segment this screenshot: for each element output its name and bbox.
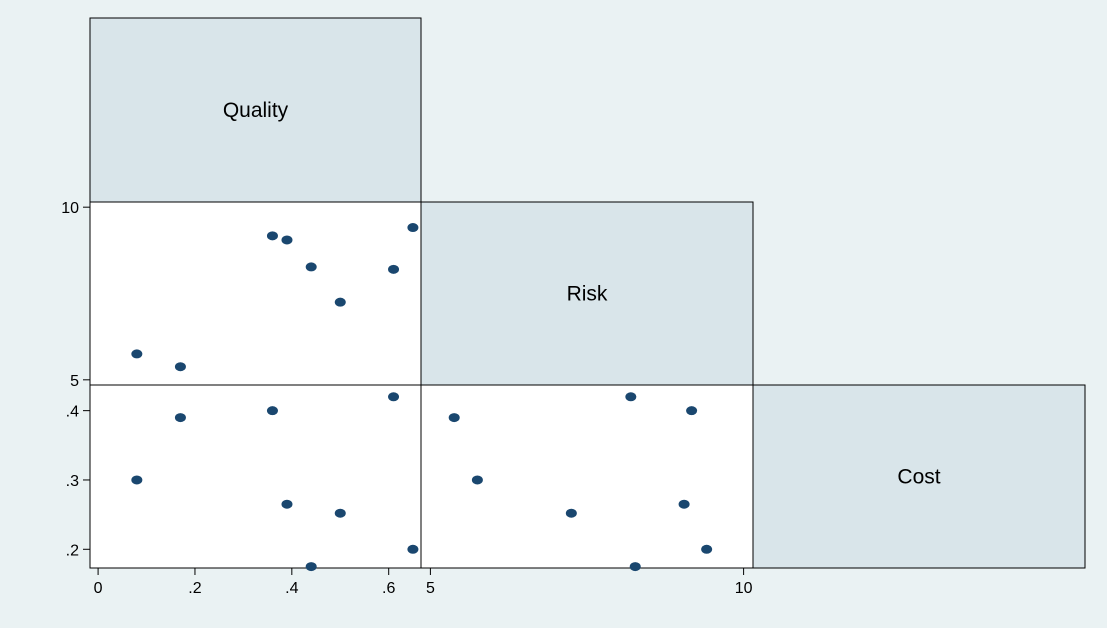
ytick-label-risk-0: 5 [70,373,79,390]
point-cost-vs-risk-1 [448,413,460,423]
point-cost-vs-quality-0 [131,475,143,485]
xtick-label-quality-3: .6 [382,580,395,597]
variable-label-cost: Cost [897,466,940,489]
point-risk-vs-quality-0 [131,349,143,359]
point-cost-vs-quality-1 [174,413,186,423]
point-cost-vs-risk-6 [625,392,637,402]
point-cost-vs-risk-2 [686,406,698,416]
point-risk-vs-quality-5 [334,297,346,307]
point-cost-vs-risk-4 [629,562,641,572]
point-cost-vs-quality-4 [305,562,317,572]
point-cost-vs-quality-2 [266,406,278,416]
xtick-label-quality-2: .4 [285,580,298,597]
point-risk-vs-quality-2 [266,231,278,241]
data-points [131,223,713,572]
ytick-label-cost-1: .3 [66,473,79,490]
point-cost-vs-risk-7 [701,544,713,554]
point-risk-vs-quality-3 [281,235,293,245]
xtick-label-quality-0: 0 [94,580,103,597]
diagonal-cell-cost [752,384,1086,569]
point-risk-vs-quality-7 [407,223,419,233]
point-risk-vs-quality-1 [174,362,186,372]
matrix-cells: Quality Risk Cost [89,17,1086,569]
point-cost-vs-quality-6 [388,392,400,402]
axis-ticks: 5 10 .2 .3 .4 0 .2 .4 .6 5 10 [61,200,752,597]
variable-label-risk: Risk [567,283,608,306]
point-cost-vs-risk-0 [471,475,483,485]
ytick-label-risk-1: 10 [61,200,79,217]
xtick-label-risk-1: 10 [735,580,753,597]
xtick-label-quality-1: .2 [188,580,201,597]
point-cost-vs-quality-7 [407,544,419,554]
point-cost-vs-quality-3 [281,499,293,509]
point-cost-vs-quality-5 [334,508,346,518]
point-cost-vs-risk-5 [565,508,577,518]
point-risk-vs-quality-4 [305,262,317,272]
variable-label-quality: Quality [223,99,289,122]
ytick-label-cost-0: .2 [66,542,79,559]
diagonal-cell-risk [420,201,754,386]
xtick-label-risk-0: 5 [426,580,435,597]
diagonal-cell-quality [89,17,422,203]
plot-cell-cost-vs-risk [420,384,754,569]
point-cost-vs-risk-3 [678,499,690,509]
point-risk-vs-quality-6 [388,264,400,274]
ytick-label-cost-2: .4 [66,404,79,421]
